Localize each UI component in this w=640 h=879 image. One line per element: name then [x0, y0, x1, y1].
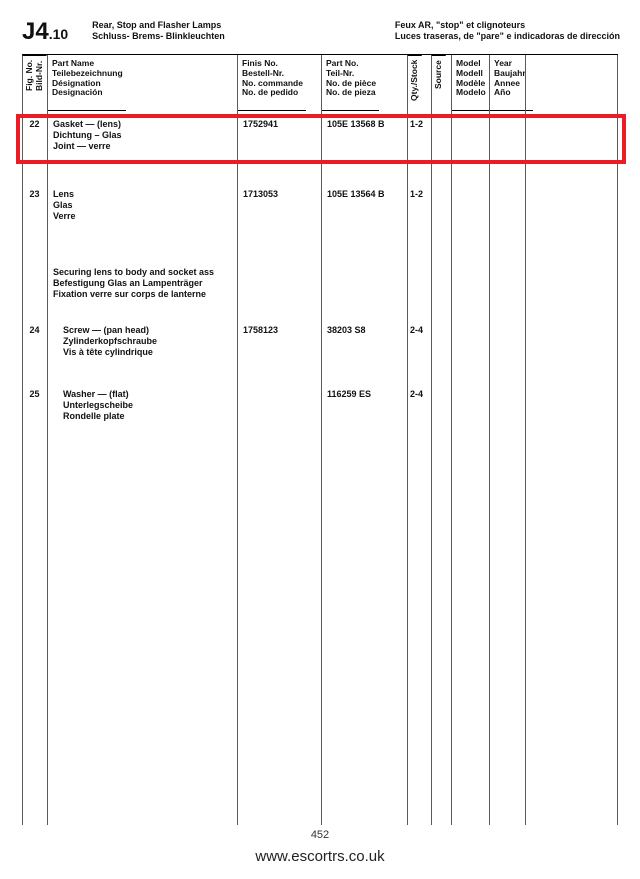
cell-name: Washer — (flat) Unterlegscheibe Rondelle…: [47, 389, 237, 421]
colhead-remarks: [526, 55, 533, 111]
cell-partno: 105E 13564 B: [321, 189, 407, 200]
cell-fig: 22: [22, 119, 47, 130]
cell-finis: 1713053: [237, 189, 321, 200]
cell-name: Securing lens to body and socket ass Bef…: [47, 267, 237, 299]
cell-finis: 1758123: [237, 325, 321, 336]
colhead-qty: Qty./Stock: [408, 55, 422, 111]
colhead-name: Part Name Teilebezeichnung Désignation D…: [48, 55, 126, 111]
title-left-l1: Rear, Stop and Flasher Lamps: [92, 20, 225, 31]
page-number: 452: [0, 829, 640, 841]
section-code-sub: .10: [49, 26, 68, 42]
section-code-main: J4: [22, 18, 49, 45]
colhead-year: Year Baujahr Annee Año: [490, 55, 529, 111]
title-left: Rear, Stop and Flasher Lamps Schluss- Br…: [92, 20, 225, 43]
title-right-l1: Feux AR, "stop" et clignoteurs: [395, 20, 620, 31]
watermark-url: www.escortrs.co.uk: [0, 848, 640, 865]
colhead-model: Model Modell Modèle Modelo: [452, 55, 489, 111]
colhead-finis: Finis No. Bestell-Nr. No. commande No. d…: [238, 55, 306, 111]
colhead-source: Source: [432, 55, 446, 111]
cell-partno: 116259 ES: [321, 389, 407, 400]
cell-qty: 2-4: [407, 325, 431, 336]
section-code: J4.10: [22, 20, 68, 44]
cell-name: Gasket — (lens) Dichtung – Glas Joint — …: [47, 119, 237, 151]
page-header: J4.10 Rear, Stop and Flasher Lamps Schlu…: [22, 20, 620, 44]
cell-fig: 24: [22, 325, 47, 336]
cell-qty: 2-4: [407, 389, 431, 400]
title-right-l2: Luces traseras, de "pare" e indicadoras …: [395, 31, 620, 42]
title-left-l2: Schluss- Brems- Blinkleuchten: [92, 31, 225, 42]
page: J4.10 Rear, Stop and Flasher Lamps Schlu…: [0, 0, 640, 879]
cell-qty: 1-2: [407, 119, 431, 130]
table-body: 22Gasket — (lens) Dichtung – Glas Joint …: [22, 111, 618, 825]
cell-fig: 23: [22, 189, 47, 200]
cell-name: Screw — (pan head) Zylinderkopfschraube …: [47, 325, 237, 357]
cell-partno: 38203 S8: [321, 325, 407, 336]
cell-finis: 1752941: [237, 119, 321, 130]
title-right: Feux AR, "stop" et clignoteurs Luces tra…: [395, 20, 620, 43]
cell-partno: 105E 13568 B: [321, 119, 407, 130]
colhead-partno: Part No. Teil-Nr. No. de pièce No. de pi…: [322, 55, 379, 111]
colhead-fig: Fig. No. Bild-Nr.: [23, 55, 47, 111]
cell-qty: 1-2: [407, 189, 431, 200]
cell-name: Lens Glas Verre: [47, 189, 237, 221]
cell-fig: 25: [22, 389, 47, 400]
parts-table: Fig. No. Bild-Nr. Part Name Teilebezeich…: [22, 54, 618, 825]
